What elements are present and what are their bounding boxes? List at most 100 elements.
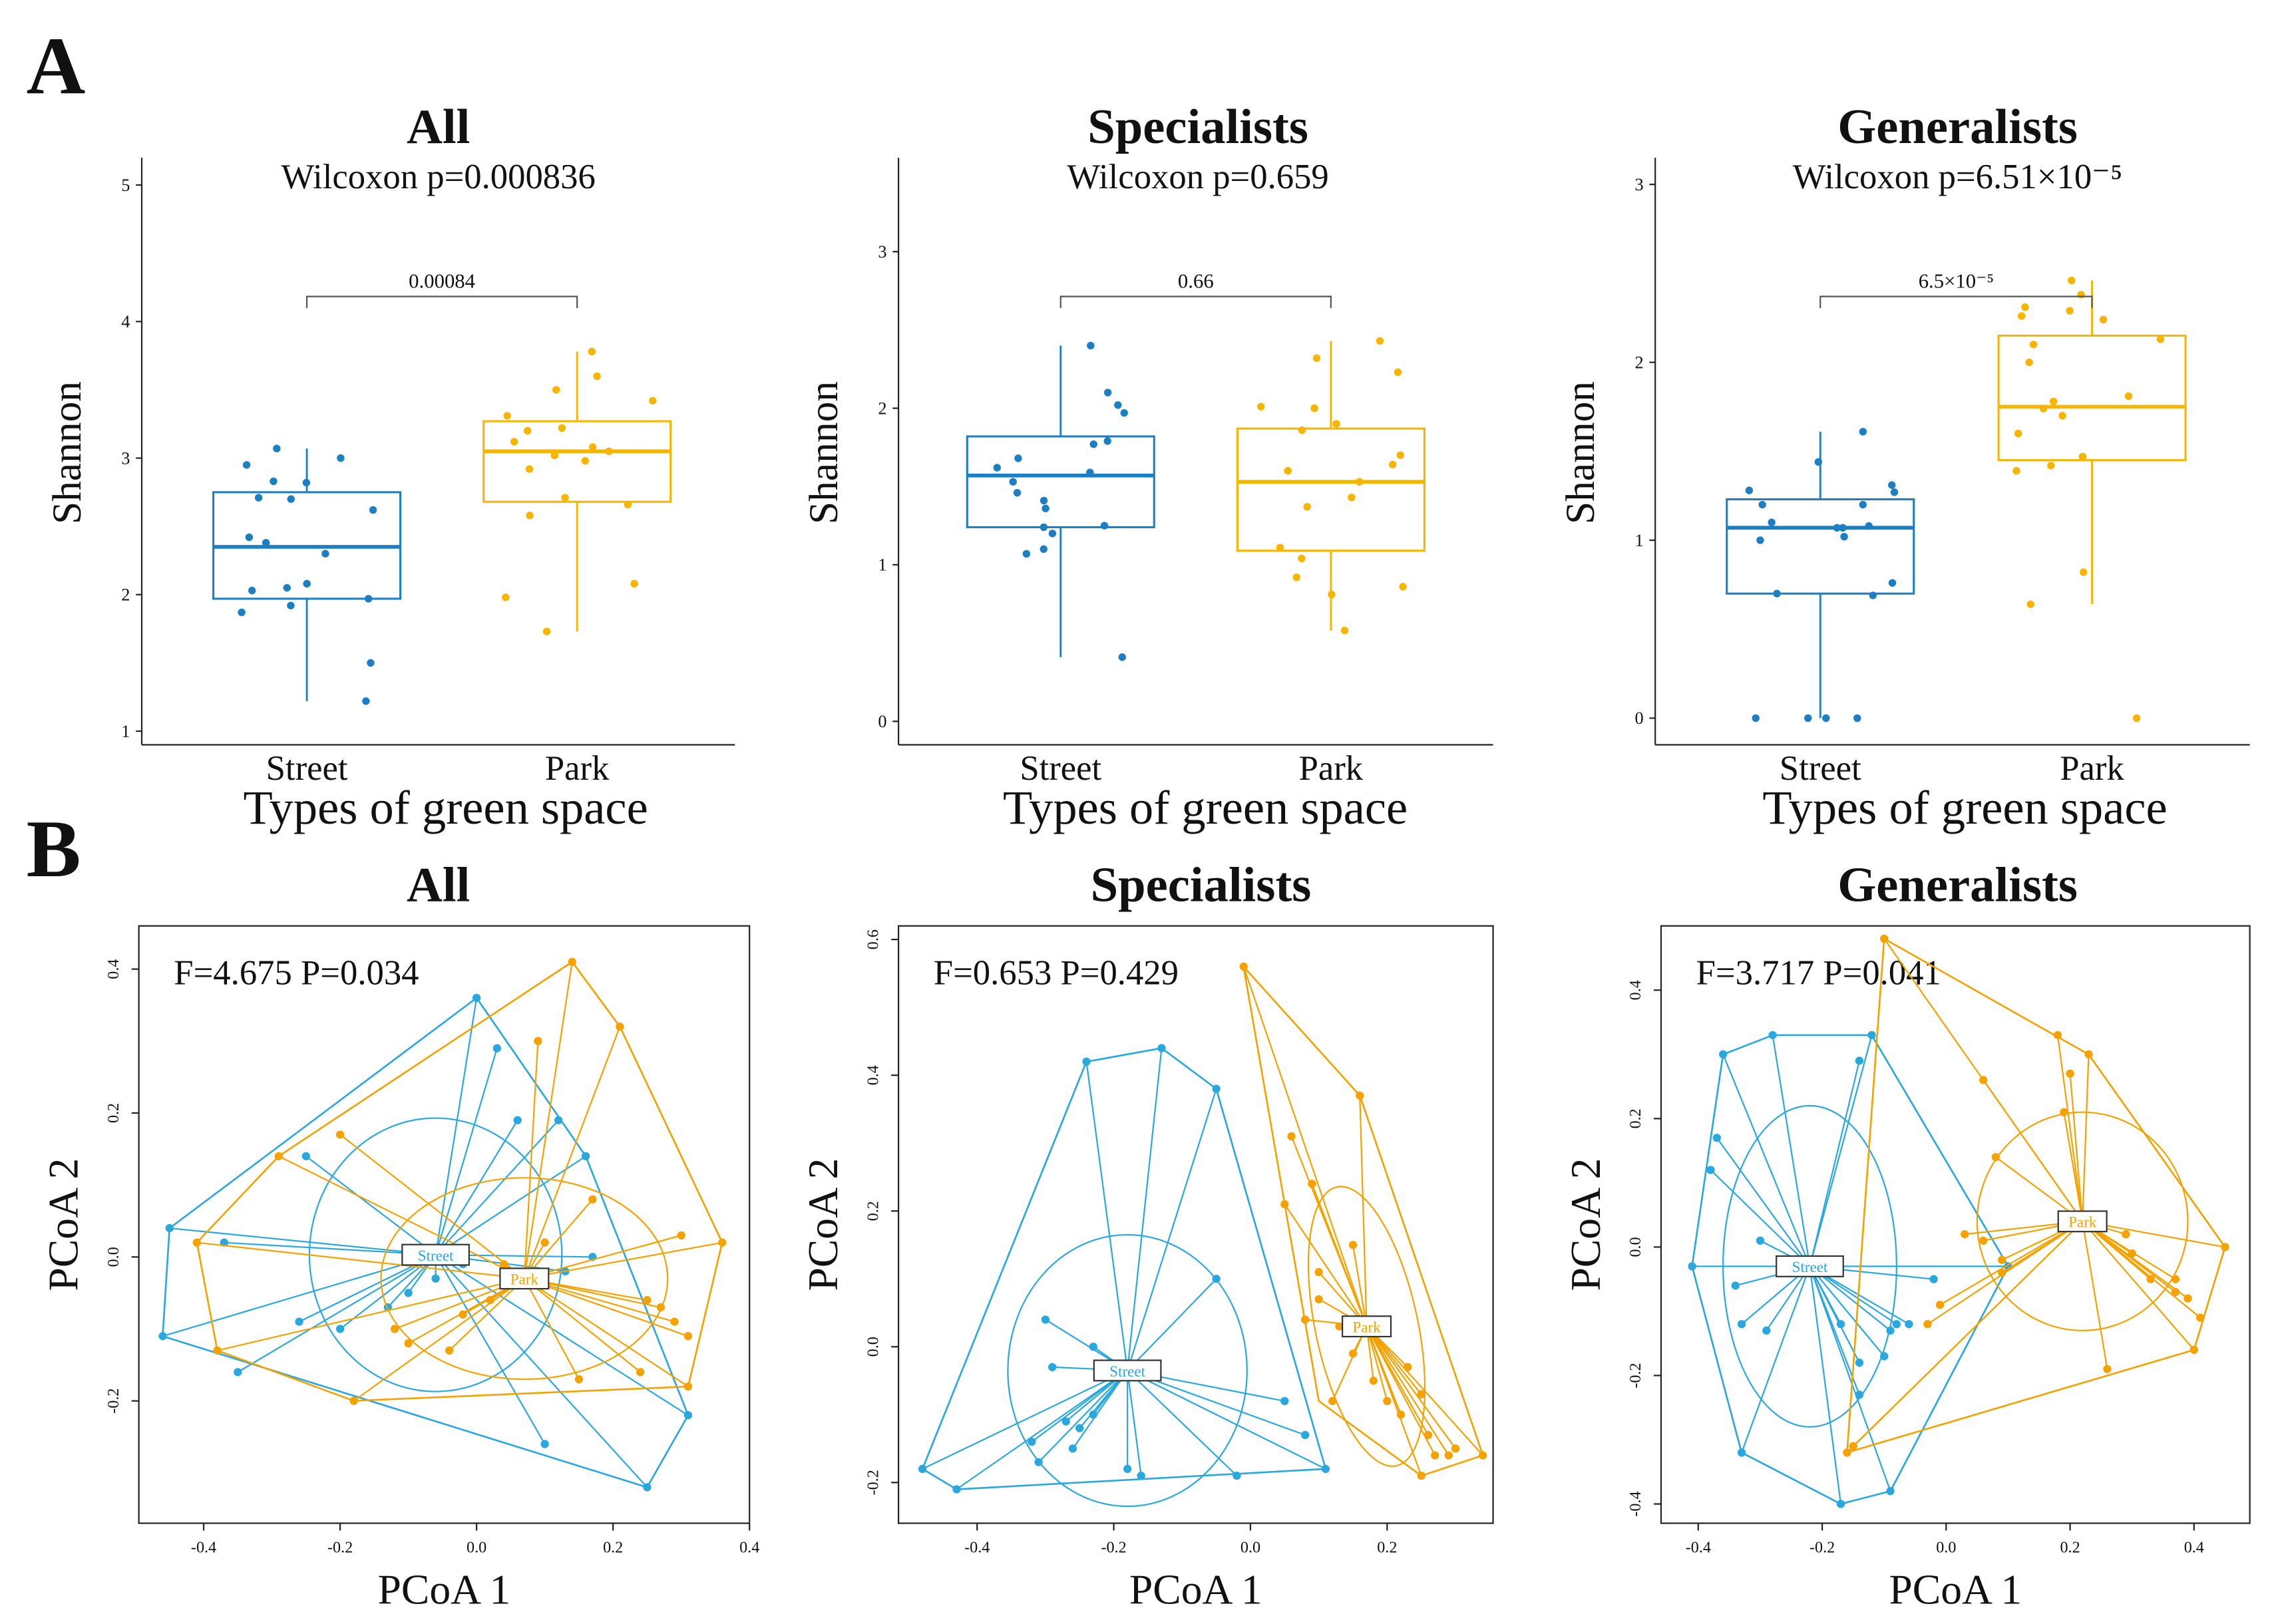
- pcoa-title: Generalists: [1837, 857, 2078, 912]
- x-axis-label: Types of green space: [1762, 780, 2167, 834]
- data-point: [1157, 1044, 1166, 1053]
- data-point: [1745, 486, 1754, 494]
- spider-line: [1740, 1266, 1811, 1453]
- data-point: [1300, 1315, 1310, 1324]
- spider-line: [1772, 1035, 1811, 1267]
- data-point: [2184, 1294, 2192, 1303]
- data-point: [588, 1195, 597, 1204]
- data-point: [459, 1310, 467, 1319]
- data-point: [1762, 1326, 1771, 1335]
- y-tick-label: 3: [121, 448, 130, 468]
- spider-line: [2082, 1221, 2195, 1351]
- data-point: [1867, 1031, 1876, 1039]
- spider-line: [1127, 1048, 1163, 1371]
- data-point: [1869, 591, 1877, 599]
- data-point: [1758, 500, 1766, 509]
- data-point: [248, 586, 256, 595]
- spider-line: [2063, 1112, 2084, 1221]
- data-point: [262, 539, 270, 547]
- data-point: [1089, 1343, 1097, 1351]
- data-point: [1404, 1363, 1412, 1372]
- data-point: [2077, 291, 2085, 299]
- data-point: [1923, 1320, 1932, 1329]
- box-chart-1: All Wilcoxon p=0.000836 1 2 3 4 5 Shannon Street…: [45, 99, 735, 834]
- spider-line: [1366, 1325, 1483, 1456]
- data-point: [561, 494, 569, 502]
- data-point: [369, 506, 377, 514]
- box-chart-subtitle: Wilcoxon p=0.659: [1067, 158, 1328, 196]
- data-point: [2146, 1275, 2155, 1283]
- x-tick-label: 0.0: [1240, 1538, 1260, 1556]
- spider-line: [2056, 1035, 2084, 1221]
- data-point: [165, 1223, 174, 1233]
- data-point: [1935, 1301, 1945, 1309]
- spider-line: [224, 1241, 436, 1256]
- y-tick-label: 3: [878, 242, 886, 261]
- data-point: [918, 1464, 927, 1474]
- data-point: [1040, 545, 1047, 554]
- box-chart-2: Specialists Wilcoxon p=0.659 0 1 2 3 Shannon St…: [801, 99, 1493, 834]
- data-point: [213, 1346, 222, 1355]
- y-tick-label: 0: [878, 712, 886, 731]
- x-axis-label: PCoA 1: [1129, 1565, 1262, 1613]
- y-tick-label: 0.4: [1626, 980, 1644, 1000]
- spider-line: [449, 1277, 525, 1351]
- box-chart-title: All: [407, 99, 470, 154]
- data-point: [656, 1303, 666, 1312]
- data-point: [2078, 452, 2087, 461]
- spider-line: [1716, 1137, 1811, 1267]
- y-axis-label: PCoA 2: [1562, 1158, 1609, 1291]
- data-point: [1880, 1352, 1889, 1361]
- data-point: [2124, 392, 2133, 401]
- spider-line: [1127, 1088, 1217, 1371]
- data-point: [234, 1368, 242, 1377]
- data-point: [2017, 312, 2026, 320]
- spider-line: [1809, 1265, 1885, 1357]
- data-point: [1022, 550, 1031, 558]
- data-point: [390, 1325, 399, 1333]
- data-point: [2047, 461, 2055, 470]
- data-point: [2066, 1069, 2074, 1078]
- data-point: [1840, 532, 1848, 541]
- spider-line: [1809, 1265, 1860, 1363]
- data-point: [1332, 420, 1340, 428]
- x-tick-label: -0.4: [964, 1538, 990, 1556]
- data-point: [1929, 1275, 1938, 1283]
- data-point: [1822, 714, 1830, 723]
- x-axis-label: Types of green space: [1003, 780, 1408, 834]
- spider-line: [339, 1134, 525, 1279]
- data-point: [2014, 429, 2022, 438]
- plot-frame: [898, 925, 1494, 1524]
- data-point: [1478, 1451, 1487, 1460]
- data-point: [630, 579, 638, 588]
- data-point: [581, 456, 589, 465]
- data-point: [242, 461, 251, 469]
- spider-line: [169, 1227, 436, 1256]
- data-point: [2099, 315, 2108, 324]
- data-point: [1880, 934, 1889, 943]
- data-point: [1300, 1430, 1310, 1440]
- data-point: [2132, 714, 2141, 723]
- spider-line: [162, 1254, 436, 1337]
- data-point: [2026, 600, 2034, 608]
- data-point: [502, 593, 510, 601]
- data-point: [273, 444, 281, 452]
- data-point: [1137, 1471, 1145, 1480]
- data-point: [1048, 530, 1057, 538]
- significance-label: 0.66: [1178, 269, 1214, 292]
- x-tick-label: Street: [266, 749, 348, 788]
- data-point: [1731, 1281, 1740, 1290]
- data-point: [540, 1238, 549, 1247]
- data-point: [192, 1238, 201, 1247]
- group-ellipse: [1007, 1233, 1248, 1508]
- y-tick-label: 0.4: [864, 1065, 882, 1085]
- data-point: [1888, 481, 1896, 489]
- data-point: [1348, 494, 1356, 502]
- data-point: [1212, 1084, 1221, 1093]
- box-iqr: [966, 435, 1155, 528]
- data-point: [1396, 451, 1404, 459]
- spider-line: [1366, 1326, 1388, 1402]
- data-point: [525, 465, 534, 473]
- y-tick-label: 5: [121, 176, 130, 195]
